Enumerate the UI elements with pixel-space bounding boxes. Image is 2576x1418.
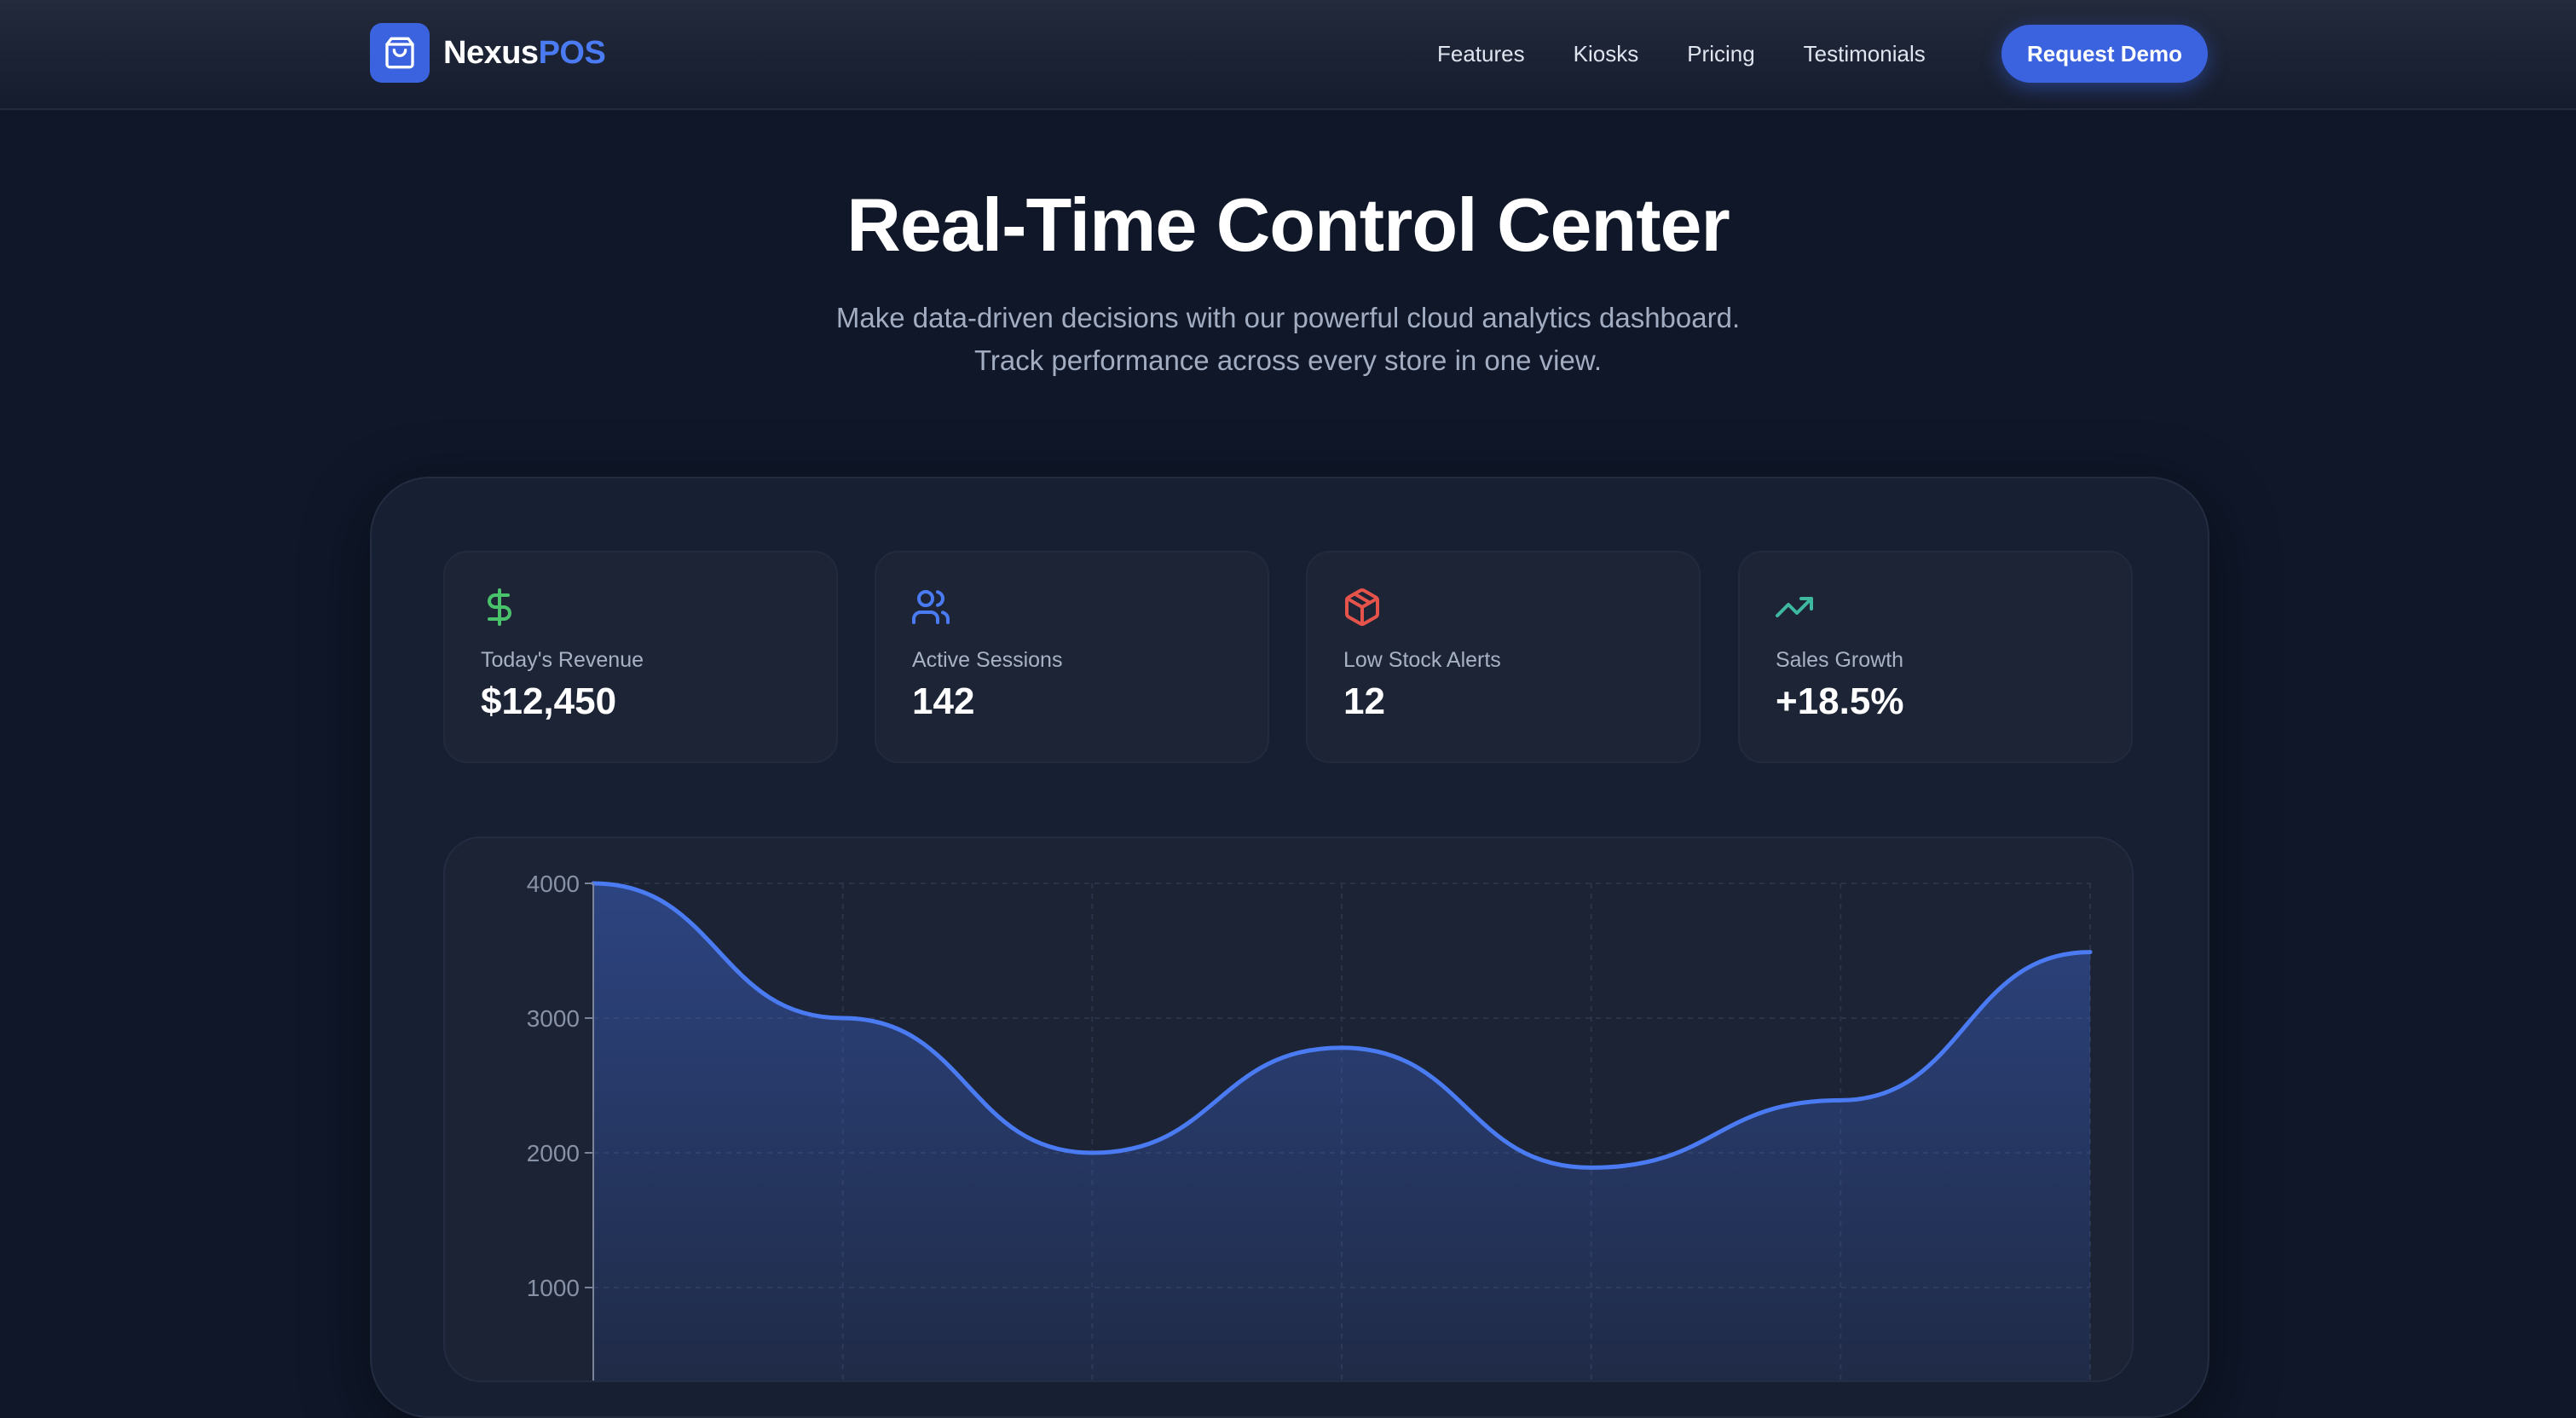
- nav-link-features[interactable]: Features: [1437, 41, 1525, 67]
- sales-area-chart: 1000 2000 3000 4000: [527, 871, 2093, 1380]
- stat-label: Low Stock Alerts: [1343, 648, 1501, 672]
- y-tick-label: 4000: [527, 871, 580, 897]
- stat-card-growth: Sales Growth +18.5%: [1738, 551, 2133, 763]
- stat-value: 12: [1343, 680, 1385, 722]
- nav-links: Features Kiosks Pricing Testimonials: [1437, 0, 1926, 108]
- nav-link-pricing[interactable]: Pricing: [1687, 41, 1755, 67]
- stat-card-low-stock: Low Stock Alerts 12: [1306, 551, 1701, 763]
- stat-label: Today's Revenue: [481, 648, 644, 672]
- sales-chart-card: 1000 2000 3000 4000: [443, 836, 2134, 1382]
- brand-name-accent: POS: [538, 34, 606, 71]
- subtitle-line-2: Track performance across every store in …: [973, 344, 1603, 376]
- users-icon: [910, 587, 951, 628]
- stat-value: +18.5%: [1776, 680, 1904, 722]
- brand-name-main: Nexus: [443, 34, 539, 71]
- page-title: Real-Time Control Center: [846, 182, 1730, 267]
- shopping-bag-icon: [370, 23, 430, 83]
- stat-value: $12,450: [481, 680, 617, 722]
- dollar-icon: [479, 587, 520, 628]
- stat-value: 142: [912, 680, 975, 722]
- brand-logo[interactable]: NexusPOS: [370, 23, 606, 83]
- stat-label: Sales Growth: [1776, 648, 1904, 672]
- stat-label: Active Sessions: [912, 648, 1063, 672]
- stat-card-revenue: Today's Revenue $12,450: [443, 551, 838, 763]
- brand-name: NexusPOS: [443, 34, 606, 72]
- nav-link-kiosks[interactable]: Kiosks: [1573, 41, 1639, 67]
- subtitle-line-1: Make data-driven decisions with our powe…: [835, 302, 1741, 333]
- series-area-fill: [593, 883, 2090, 1380]
- package-icon: [1342, 587, 1383, 628]
- y-tick-label: 2000: [527, 1140, 580, 1166]
- nav-link-testimonials[interactable]: Testimonials: [1803, 41, 1926, 67]
- page-subtitle: Make data-driven decisions with our powe…: [0, 297, 2576, 382]
- y-tick-label: 3000: [527, 1005, 580, 1032]
- stat-card-sessions: Active Sessions 142: [875, 551, 1269, 763]
- y-tick-label: 1000: [527, 1275, 580, 1301]
- top-navbar: NexusPOS Features Kiosks Pricing Testimo…: [0, 0, 2576, 110]
- trending-up-icon: [1774, 587, 1815, 628]
- series-line: [591, 881, 2093, 1170]
- chart-area-layer: [591, 881, 2093, 1380]
- chart-y-axis: 1000 2000 3000 4000: [527, 871, 594, 1380]
- request-demo-button[interactable]: Request Demo: [2001, 25, 2208, 83]
